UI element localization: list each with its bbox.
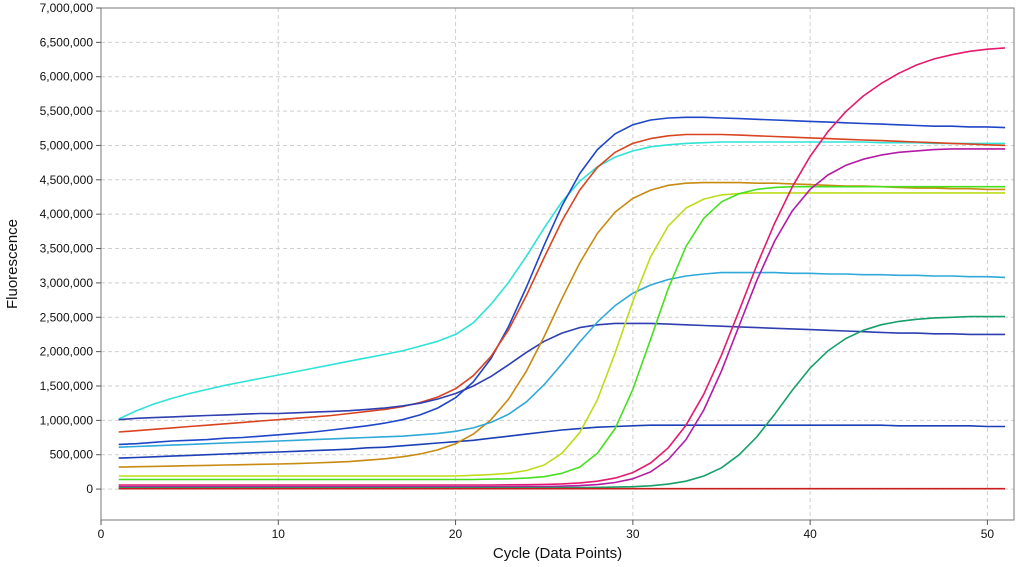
- y-tick-label: 6,500,000: [40, 35, 94, 49]
- series-line-8: [118, 192, 1006, 477]
- x-tick-label: 0: [98, 527, 105, 541]
- series-line-1: [118, 141, 1006, 420]
- y-tick-label: 0: [86, 482, 93, 496]
- y-tick-label: 1,500,000: [40, 379, 94, 393]
- x-tick-label: 50: [981, 527, 995, 541]
- x-tick-label: 20: [449, 527, 463, 541]
- x-axis-title: Cycle (Data Points): [493, 545, 622, 562]
- y-tick-label: 2,000,000: [40, 345, 94, 359]
- x-tick-label: 40: [803, 527, 817, 541]
- x-tick-label: 30: [626, 527, 640, 541]
- series-line-4: [118, 322, 1006, 421]
- y-tick-label: 500,000: [50, 448, 94, 462]
- y-tick-label: 2,500,000: [40, 310, 94, 324]
- y-tick-label: 1,000,000: [40, 413, 94, 427]
- y-tick-label: 4,000,000: [40, 207, 94, 221]
- y-axis-ticks: 0 500,000 1,000,000 1,500,000 2,000,000 2,500…: [40, 1, 101, 496]
- x-axis-ticks: 0 10 20 30 40 50: [98, 520, 995, 541]
- y-tick-label: 3,000,000: [40, 276, 94, 290]
- y-tick-label: 3,500,000: [40, 242, 94, 256]
- series-line-5: [118, 424, 1006, 459]
- y-tick-label: 4,500,000: [40, 173, 94, 187]
- series-line-2: [118, 116, 1006, 446]
- series-line-3: [118, 133, 1006, 433]
- series-line-7: [118, 271, 1006, 448]
- y-tick-label: 7,000,000: [40, 1, 94, 15]
- x-tick-label: 10: [272, 527, 286, 541]
- series-line-9: [118, 185, 1006, 481]
- y-tick-label: 6,000,000: [40, 70, 94, 84]
- y-tick-label: 5,500,000: [40, 104, 94, 118]
- series-line-11: [118, 148, 1006, 488]
- y-axis-title: Fluorescence: [4, 219, 21, 309]
- y-tick-label: 5,000,000: [40, 138, 94, 152]
- series-line-10: [118, 47, 1006, 486]
- plot-area-frame: [100, 7, 1015, 521]
- series-line-12: [118, 315, 1006, 489]
- series-lines: [118, 47, 1006, 490]
